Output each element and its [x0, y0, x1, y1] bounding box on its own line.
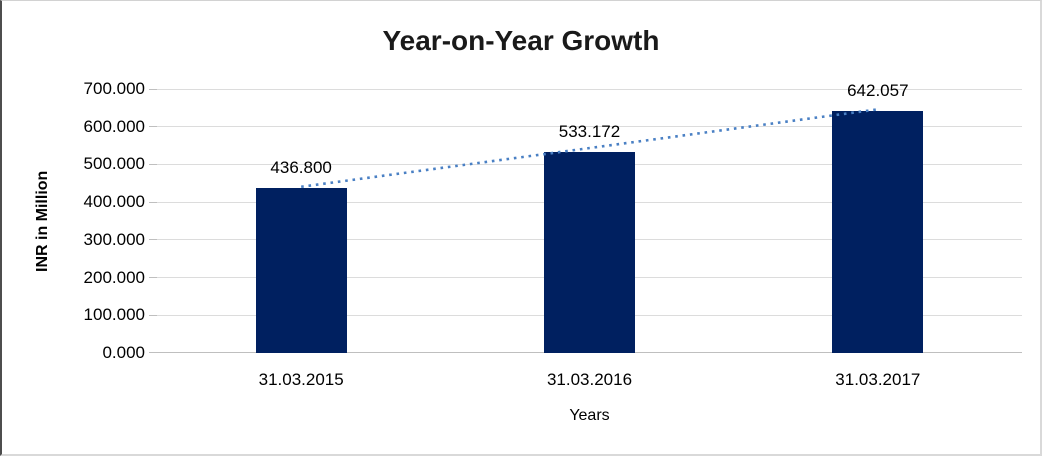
chart-title: Year-on-Year Growth — [382, 25, 660, 56]
bar-31.03.2017 — [832, 110, 924, 353]
y-tick-label: 200.000 — [83, 267, 145, 287]
bar-31.03.2015 — [255, 188, 347, 353]
y-tick-label: 0.000 — [102, 343, 145, 362]
trendline — [300, 108, 879, 189]
gridline — [157, 88, 1022, 90]
y-tick-mark — [149, 239, 157, 241]
plot-area: 436.800 533.172 642.057 31.03.2015 31.03.20… — [149, 81, 1022, 389]
x-category-label: 31.03.2016 — [546, 370, 633, 389]
x-category-label: 31.03.2017 — [835, 370, 921, 389]
bar-value-label: 642.057 — [847, 80, 909, 100]
bar-value-label: 533.172 — [558, 121, 621, 141]
y-tick-mark — [149, 277, 157, 279]
gridline — [157, 126, 1022, 128]
x-axis-title: Years — [569, 407, 610, 424]
y-tick-mark — [149, 201, 157, 203]
x-category-label: 31.03.2015 — [258, 370, 344, 389]
y-tick-mark — [149, 163, 157, 165]
y-tick-label: 400.000 — [83, 192, 145, 212]
bar-31.03.2016 — [544, 151, 635, 353]
y-tick-label: 700.000 — [83, 79, 145, 98]
trendline-dotted — [300, 108, 879, 189]
y-tick-label: 100.000 — [83, 305, 145, 325]
y-tick-mark — [149, 314, 157, 316]
bar-value-label: 436.800 — [270, 158, 332, 178]
y-tick-label: 500.000 — [83, 154, 145, 174]
y-tick-label: 300.000 — [83, 229, 145, 249]
y-tick-label: 600.000 — [83, 116, 145, 136]
y-tick-mark — [149, 126, 157, 128]
y-tick-mark — [149, 88, 157, 90]
